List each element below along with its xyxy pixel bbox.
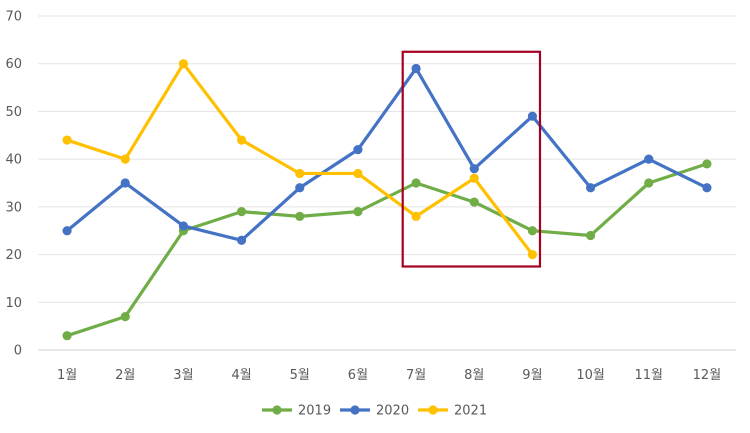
data-point (62, 226, 72, 236)
data-point (236, 235, 247, 245)
y-tick-label: 50 (5, 105, 22, 120)
data-point (353, 145, 363, 155)
data-point (295, 211, 305, 221)
data-point (295, 183, 305, 193)
legend-item-2021: 2021 (418, 404, 487, 419)
data-point (411, 178, 421, 188)
data-point (644, 178, 654, 188)
y-axis: 0 10 20 30 40 50 60 70 (5, 10, 22, 359)
x-tick-label: 3월 (173, 368, 193, 383)
x-tick-label: 6월 (348, 368, 368, 383)
x-tick-label: 4월 (231, 368, 251, 383)
series-2019 (62, 159, 712, 341)
data-point (120, 312, 130, 322)
data-point (353, 207, 363, 217)
y-tick-label: 70 (5, 10, 22, 25)
legend-marker (350, 405, 360, 415)
x-tick-label: 8월 (464, 368, 484, 383)
data-point (353, 168, 363, 179)
data-point (527, 111, 538, 121)
x-tick-label: 1월 (57, 368, 77, 383)
series-line (65, 162, 709, 338)
x-tick-label: 7월 (406, 368, 426, 383)
data-point (702, 183, 712, 193)
data-point (236, 207, 247, 217)
gridlines (38, 15, 736, 351)
y-tick-label: 10 (5, 296, 22, 311)
legend-label: 2020 (376, 404, 409, 419)
data-point (236, 135, 247, 145)
y-tick-label: 20 (5, 248, 22, 263)
series-line (65, 66, 709, 242)
data-point (295, 168, 305, 179)
legend-marker (272, 405, 282, 415)
x-axis: 1월 2월 3월 4월 5월 6월 7월 8월 9월 10월 11월 12월 (57, 368, 721, 383)
highlight-box (401, 50, 542, 268)
series-lines (62, 59, 712, 341)
series-2021 (62, 59, 538, 260)
legend-label: 2019 (298, 404, 331, 419)
x-tick-label: 12월 (693, 368, 722, 383)
data-point (178, 221, 189, 231)
data-point (527, 249, 538, 260)
data-point (120, 154, 130, 164)
series-2020 (62, 63, 712, 245)
data-point (178, 59, 189, 69)
data-point (585, 230, 596, 241)
data-point (644, 154, 654, 164)
data-point (469, 173, 479, 183)
data-point (62, 331, 72, 341)
highlight-box-layer (401, 50, 542, 268)
x-tick-label: 9월 (522, 368, 542, 383)
x-tick-label: 2월 (115, 368, 135, 383)
data-point (702, 159, 712, 169)
x-tick-label: 11월 (634, 368, 663, 383)
legend-item-2019: 2019 (262, 404, 331, 419)
x-tick-label: 10월 (576, 368, 605, 383)
data-point (120, 178, 130, 188)
data-point (585, 183, 596, 193)
y-tick-label: 0 (14, 344, 22, 359)
data-point (469, 164, 479, 174)
data-point (411, 63, 421, 74)
y-tick-label: 40 (5, 153, 22, 168)
legend: 2019 2020 2021 (262, 404, 487, 419)
legend-item-2020: 2020 (340, 404, 409, 419)
y-tick-label: 60 (5, 57, 22, 72)
legend-label: 2021 (454, 404, 487, 419)
x-tick-label: 5월 (290, 368, 310, 383)
data-point (469, 197, 479, 207)
legend-marker (428, 405, 438, 415)
data-point (411, 211, 421, 221)
data-point (62, 135, 72, 145)
y-tick-label: 30 (5, 200, 22, 215)
data-point (527, 226, 538, 236)
